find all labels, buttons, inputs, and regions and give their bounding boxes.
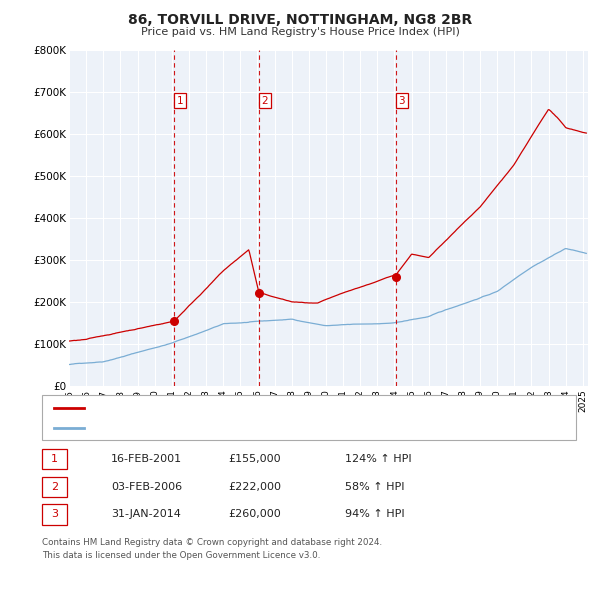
Text: 31-JAN-2014: 31-JAN-2014 bbox=[111, 510, 181, 519]
Text: 2: 2 bbox=[262, 96, 268, 106]
Text: £155,000: £155,000 bbox=[228, 454, 281, 464]
Text: 124% ↑ HPI: 124% ↑ HPI bbox=[345, 454, 412, 464]
Text: Contains HM Land Registry data © Crown copyright and database right 2024.
This d: Contains HM Land Registry data © Crown c… bbox=[42, 538, 382, 559]
Text: 58% ↑ HPI: 58% ↑ HPI bbox=[345, 482, 404, 491]
Text: 03-FEB-2006: 03-FEB-2006 bbox=[111, 482, 182, 491]
Text: 86, TORVILL DRIVE, NOTTINGHAM, NG8 2BR: 86, TORVILL DRIVE, NOTTINGHAM, NG8 2BR bbox=[128, 13, 472, 27]
Text: £222,000: £222,000 bbox=[228, 482, 281, 491]
Text: 86, TORVILL DRIVE, NOTTINGHAM, NG8 2BR (detached house): 86, TORVILL DRIVE, NOTTINGHAM, NG8 2BR (… bbox=[90, 403, 413, 412]
Text: 1: 1 bbox=[176, 96, 183, 106]
Text: 94% ↑ HPI: 94% ↑ HPI bbox=[345, 510, 404, 519]
Text: 1: 1 bbox=[51, 454, 58, 464]
Text: 3: 3 bbox=[398, 96, 405, 106]
Text: 3: 3 bbox=[51, 510, 58, 519]
Text: HPI: Average price, detached house, City of Nottingham: HPI: Average price, detached house, City… bbox=[90, 423, 382, 433]
Text: 2: 2 bbox=[51, 482, 58, 491]
Text: 16-FEB-2001: 16-FEB-2001 bbox=[111, 454, 182, 464]
Text: Price paid vs. HM Land Registry's House Price Index (HPI): Price paid vs. HM Land Registry's House … bbox=[140, 27, 460, 37]
Text: £260,000: £260,000 bbox=[228, 510, 281, 519]
